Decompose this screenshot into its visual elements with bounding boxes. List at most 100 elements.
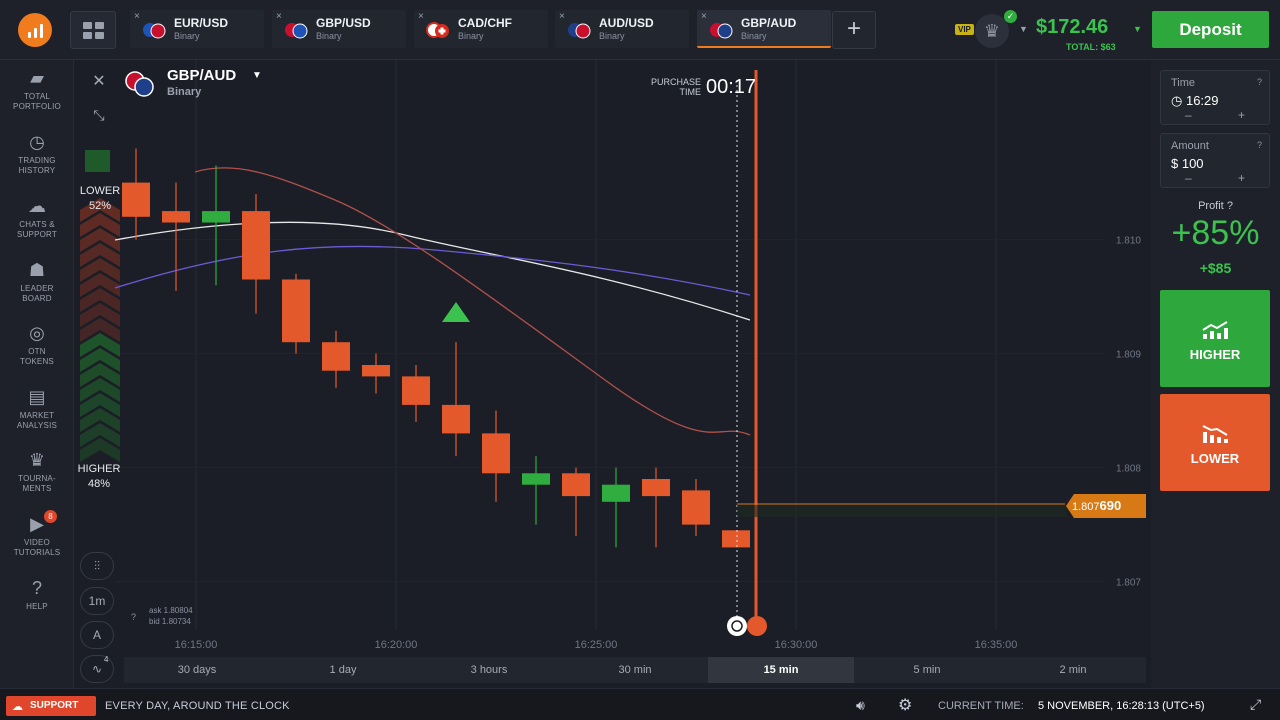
tab-eur-usd[interactable]: × EUR/USD Binary — [130, 10, 264, 48]
close-icon[interactable]: × — [276, 11, 282, 22]
close-icon[interactable]: × — [701, 11, 707, 22]
sidebar-item-chats[interactable]: ☁ CHATS & SUPPORT — [0, 196, 74, 240]
sidebar-item-help[interactable]: ? HELP — [0, 578, 74, 612]
sidebar-item-video[interactable]: ▶ 8 VIDEO TUTORIALS — [0, 510, 74, 558]
asset-name[interactable]: GBP/AUD — [167, 67, 237, 84]
candle-body — [162, 211, 190, 223]
analysis-icon: ▤ — [28, 387, 46, 407]
amount-plus-button[interactable]: + — [1237, 171, 1245, 185]
period-30-min[interactable]: 30 min — [618, 664, 652, 676]
period-3-hours[interactable]: 3 hours — [470, 664, 508, 676]
tab-gbp-aud[interactable]: × GBP/AUD Binary — [697, 10, 831, 48]
period-15-min[interactable]: 15 min — [708, 657, 854, 683]
amount-value[interactable]: $ 100 — [1171, 156, 1204, 171]
tab-type: Binary — [316, 31, 342, 41]
support-slogan: EVERY DAY, AROUND THE CLOCK — [105, 700, 290, 712]
amount-field[interactable]: Amount ? $ 100 – + — [1160, 133, 1270, 188]
flag-gbp-usd-icon — [285, 23, 308, 39]
sentiment-lower-bar — [80, 318, 120, 342]
chart-area[interactable]: 16:15:00 16:20:00 16:25:00 16:30:00 16:35:00… — [75, 60, 1150, 688]
fullscreen-icon[interactable]: ⤢ — [1250, 696, 1262, 712]
time-value: ◷ 16:29 — [1171, 93, 1219, 108]
chart-type-button[interactable]: ⫶⫶ — [80, 552, 114, 580]
candlestick-chart[interactable]: 16:15:00 16:20:00 16:25:00 16:30:00 16:35:00… — [75, 60, 1150, 688]
sentiment-lower-bar — [80, 273, 120, 297]
flag-cad-chf-icon — [426, 22, 449, 38]
app-logo[interactable] — [18, 13, 52, 47]
video-icon: ▶ — [30, 514, 44, 534]
time-field[interactable]: Time ? ◷ 16:29 – + — [1160, 70, 1270, 125]
info-icon[interactable]: ? — [131, 612, 137, 622]
sidebar-item-label: VIDEO — [24, 538, 50, 547]
collapse-icon[interactable]: ⤡ — [93, 107, 105, 123]
tab-aud-usd[interactable]: × AUD/USD Binary — [555, 10, 689, 48]
sidebar-item-history[interactable]: ◷ TRADING HISTORY — [0, 132, 74, 176]
x-tick-label: 16:30:00 — [775, 639, 818, 651]
asset-grid-button[interactable] — [70, 11, 116, 49]
sentiment-higher-bar — [80, 438, 120, 462]
sound-icon[interactable]: 🔊︎ — [856, 697, 865, 713]
help-icon[interactable]: ? — [1256, 140, 1262, 150]
higher-button[interactable]: HIGHER — [1160, 290, 1270, 387]
chevron-down-icon[interactable]: ▼ — [1019, 24, 1028, 34]
period-30-days[interactable]: 30 days — [177, 664, 217, 676]
tab-type: Binary — [174, 31, 200, 41]
chevron-down-icon[interactable]: ▼ — [1133, 24, 1142, 34]
close-icon[interactable]: × — [418, 11, 424, 22]
help-icon[interactable]: ? — [1226, 200, 1233, 212]
candle-body — [202, 211, 230, 223]
candle-body — [402, 376, 430, 405]
sidebar-item-portfolio[interactable]: ▰ TOTAL PORTFOLIO — [0, 68, 74, 112]
drawing-tools-icon[interactable]: A — [80, 621, 114, 649]
sidebar-item-label: PORTFOLIO — [13, 102, 61, 111]
tab-cad-chf[interactable]: × CAD/CHF Binary — [414, 10, 548, 48]
amount-minus-button[interactable]: – — [1185, 171, 1192, 185]
chevron-down-icon[interactable]: ▼ — [252, 70, 262, 81]
period-selector: 30 days 1 day 3 hours 30 min 15 min 5 mi… — [124, 657, 1146, 683]
stopwatch-icon — [727, 616, 747, 636]
lower-button[interactable]: LOWER — [1160, 394, 1270, 491]
sidebar-item-analysis[interactable]: ▤ MARKET ANALYSIS — [0, 387, 74, 431]
tab-gbp-usd[interactable]: × GBP/USD Binary — [272, 10, 406, 48]
time-minus-button[interactable]: – — [1185, 108, 1192, 122]
period-5-min[interactable]: 5 min — [913, 664, 941, 676]
indicators-icon[interactable]: ∿ — [80, 655, 114, 683]
add-tab-button[interactable]: + — [832, 11, 876, 49]
period-2-min[interactable]: 2 min — [1059, 664, 1087, 676]
tab-type: Binary — [599, 31, 625, 41]
close-icon[interactable]: × — [559, 11, 565, 22]
candle-body — [322, 342, 350, 371]
account-balance[interactable]: $172.46 — [1036, 16, 1109, 38]
crown-icon[interactable]: ♛ — [975, 14, 1009, 48]
x-tick-label: 16:35:00 — [975, 639, 1018, 651]
help-icon: ? — [31, 578, 42, 598]
period-1-day[interactable]: 1 day — [329, 664, 357, 676]
chat-icon: ☁ — [28, 196, 46, 216]
close-icon[interactable]: × — [134, 11, 140, 22]
gear-icon[interactable]: ⚙ — [898, 697, 913, 714]
timeframe-button[interactable]: 1m — [80, 587, 114, 615]
close-icon[interactable]: ✕ — [92, 73, 106, 90]
top-bar: × EUR/USD Binary × GBP/USD Binary × CAD/… — [0, 0, 1280, 60]
moving-average-white — [114, 221, 751, 321]
sidebar-item-label: ANALYSIS — [16, 421, 58, 430]
sentiment-higher-bar — [80, 378, 120, 402]
candle-body — [562, 473, 590, 497]
sidebar-item-tokens[interactable]: ◎ OTN TOKENS — [0, 323, 74, 367]
sentiment-higher-bar — [80, 348, 120, 372]
x-tick-label: 16:20:00 — [375, 639, 418, 651]
sidebar-item-label: TUTORIALS — [13, 548, 61, 557]
time-plus-button[interactable]: + — [1237, 108, 1245, 122]
sidebar-item-label: TOURNA- — [18, 474, 56, 483]
deposit-button[interactable]: Deposit — [1152, 11, 1269, 48]
sidebar-item-tournaments[interactable]: ♛ TOURNA- MENTS — [0, 450, 74, 494]
sidebar-item-label: MENTS — [22, 484, 52, 493]
bottom-bar: SUPPORT ☁ EVERY DAY, AROUND THE CLOCK 🔊︎… — [0, 688, 1280, 720]
purchase-time-label: PURCHASE TIME — [650, 77, 701, 97]
sidebar-item-label: SUPPORT — [17, 230, 57, 239]
tab-pair: GBP/AUD — [741, 16, 797, 30]
sidebar-item-leaderboard[interactable]: ☗ LEADER BOARD — [0, 260, 74, 304]
help-icon[interactable]: ? — [1256, 77, 1262, 87]
support-button[interactable]: SUPPORT — [6, 696, 96, 716]
